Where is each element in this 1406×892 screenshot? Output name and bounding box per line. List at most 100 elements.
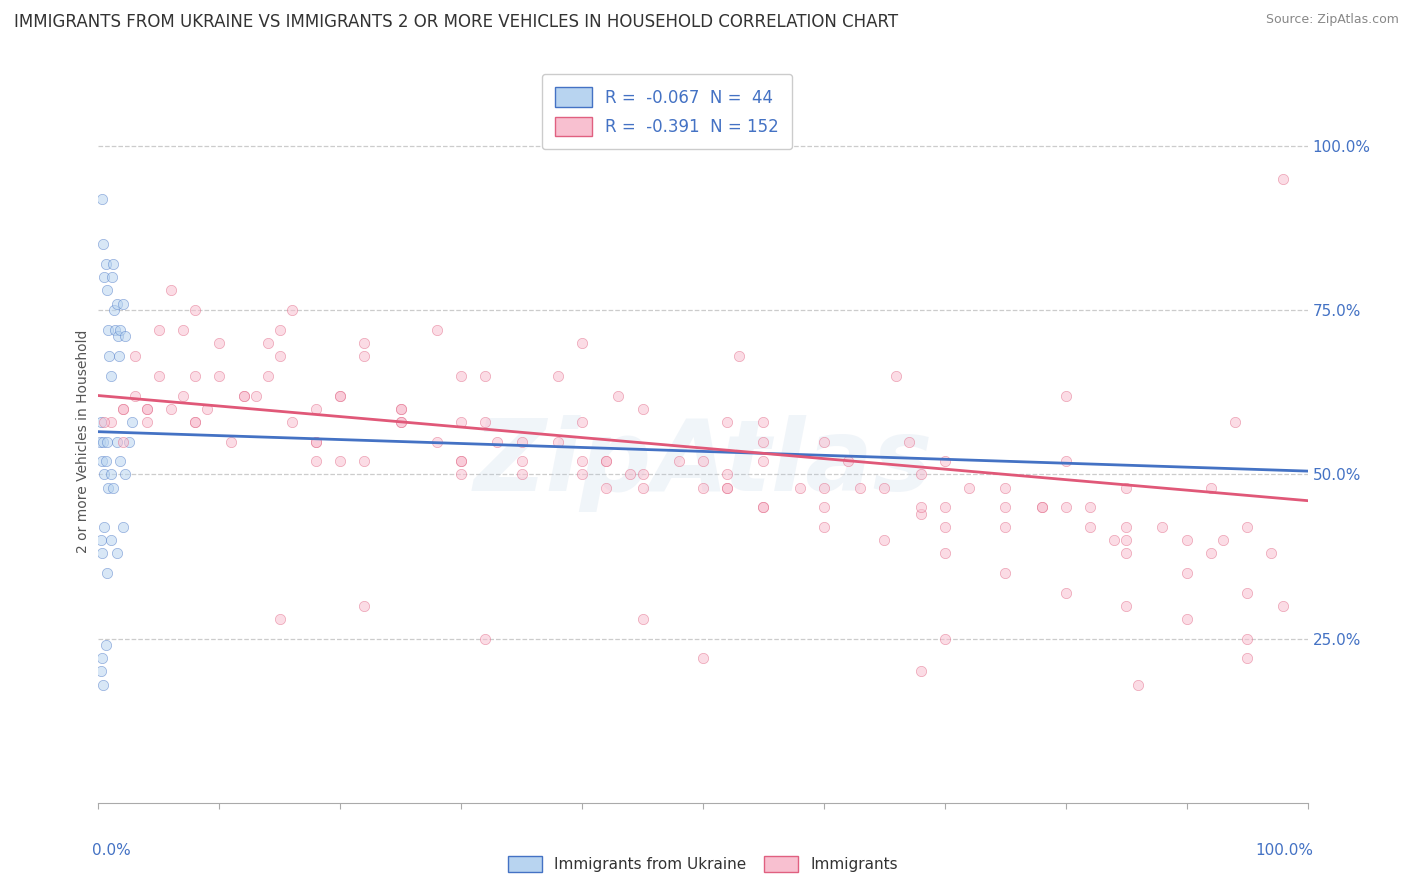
Text: 0.0%: 0.0% [93, 843, 131, 857]
Point [91, 546, 114, 560]
Point [108, 323, 131, 337]
Point [994, 566, 1017, 580]
Point [486, 434, 509, 449]
Point [389, 415, 412, 429]
Point [450, 454, 472, 468]
Point [256, 336, 278, 351]
Point [1115, 533, 1137, 547]
Point [305, 454, 328, 468]
Point [329, 388, 352, 402]
Point [96, 566, 118, 580]
Point [221, 434, 243, 449]
Point [547, 434, 569, 449]
Point [100, 415, 122, 429]
Point [232, 388, 254, 402]
Point [104, 323, 127, 337]
Point [1236, 585, 1258, 599]
Point [195, 401, 218, 416]
Point [135, 415, 157, 429]
Point [1272, 599, 1295, 613]
Point [1199, 546, 1222, 560]
Point [897, 434, 920, 449]
Point [389, 415, 412, 429]
Point [111, 401, 134, 416]
Point [97, 481, 120, 495]
Point [269, 612, 291, 626]
Point [510, 467, 533, 482]
Point [94, 638, 117, 652]
Point [595, 454, 617, 468]
Point [232, 388, 254, 402]
Point [329, 388, 352, 402]
Point [426, 323, 449, 337]
Point [910, 507, 932, 521]
Point [631, 481, 654, 495]
Point [111, 401, 134, 416]
Point [100, 270, 122, 285]
Point [96, 434, 118, 449]
Point [101, 257, 124, 271]
Point [886, 368, 908, 383]
Point [1212, 533, 1234, 547]
Point [474, 368, 496, 383]
Point [96, 284, 118, 298]
Point [135, 401, 157, 416]
Point [353, 599, 375, 613]
Point [1175, 533, 1198, 547]
Point [100, 533, 122, 547]
Point [1236, 651, 1258, 665]
Point [994, 500, 1017, 515]
Point [281, 303, 304, 318]
Point [90, 665, 112, 679]
Point [752, 454, 775, 468]
Point [1223, 415, 1246, 429]
Point [108, 454, 131, 468]
Point [135, 401, 157, 416]
Point [100, 368, 122, 383]
Point [571, 454, 593, 468]
Point [114, 329, 136, 343]
Point [957, 481, 980, 495]
Point [910, 467, 932, 482]
Point [934, 546, 956, 560]
Point [1031, 500, 1053, 515]
Point [571, 467, 593, 482]
Point [595, 454, 617, 468]
Point [426, 434, 449, 449]
Point [114, 467, 136, 482]
Point [89, 434, 111, 449]
Point [93, 415, 115, 429]
Point [121, 415, 143, 429]
Legend: R =  -0.067  N =  44, R =  -0.391  N = 152: R = -0.067 N = 44, R = -0.391 N = 152 [541, 74, 792, 149]
Point [105, 296, 128, 310]
Point [716, 467, 738, 482]
Point [934, 454, 956, 468]
Point [100, 467, 122, 482]
Point [934, 632, 956, 646]
Point [1115, 481, 1137, 495]
Point [1054, 454, 1077, 468]
Point [1031, 500, 1053, 515]
Point [1152, 520, 1174, 534]
Point [510, 434, 533, 449]
Point [1054, 500, 1077, 515]
Point [389, 401, 412, 416]
Point [547, 368, 569, 383]
Point [103, 303, 125, 318]
Point [510, 454, 533, 468]
Point [1199, 481, 1222, 495]
Point [184, 415, 207, 429]
Point [813, 434, 835, 449]
Point [934, 500, 956, 515]
Point [184, 415, 207, 429]
Point [107, 329, 129, 343]
Point [91, 677, 114, 691]
Point [101, 481, 124, 495]
Point [389, 401, 412, 416]
Point [91, 192, 114, 206]
Y-axis label: 2 or more Vehicles in Household: 2 or more Vehicles in Household [76, 330, 90, 553]
Point [105, 434, 128, 449]
Point [208, 336, 231, 351]
Point [910, 665, 932, 679]
Point [631, 401, 654, 416]
